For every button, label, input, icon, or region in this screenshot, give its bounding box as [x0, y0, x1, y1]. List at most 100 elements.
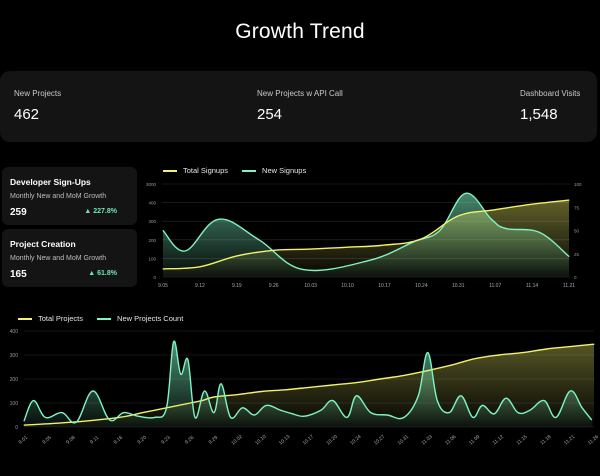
total-signups-point [420, 238, 422, 240]
legend-item[interactable]: New Signups [242, 166, 306, 175]
total-projects-point [498, 354, 500, 356]
total-signups-point [531, 203, 533, 205]
summary-stats-panel: New Projects 462 New Projects w API Call… [0, 71, 597, 142]
new-signups-point [302, 269, 304, 271]
new-projects-point [166, 407, 167, 409]
new-projects-point [123, 412, 125, 414]
page-title: Growth Trend [235, 20, 365, 43]
y-tick-label-left: 200 [148, 238, 156, 243]
new-projects-point [61, 412, 63, 414]
x-tick-label: 9.23 [160, 435, 171, 446]
new-projects-area [24, 341, 592, 427]
x-tick-label: 10.24 [349, 434, 363, 447]
legend-swatch [163, 169, 177, 172]
new-projects-point [173, 341, 175, 343]
new-projects-point [230, 416, 232, 418]
new-projects-point [493, 413, 495, 415]
new-projects-point [253, 414, 255, 416]
y-tick-label: 0 [15, 425, 18, 431]
y-tick-label-right: 25 [574, 252, 580, 257]
growth-badge: ▲ 227.8% [84, 208, 117, 215]
new-projects-point [356, 395, 357, 397]
x-tick-label: 9.26 [184, 435, 195, 446]
new-projects-point [460, 395, 462, 397]
new-signups-point [439, 230, 441, 231]
total-projects-point [189, 402, 191, 404]
new-signups-point [369, 259, 371, 261]
x-tick-label: 9.01 [18, 435, 29, 446]
new-projects-point [517, 412, 519, 414]
new-signups-point [568, 256, 570, 258]
x-tick-label: 9.16 [113, 435, 124, 446]
legend-item[interactable]: New Projects Count [97, 314, 183, 323]
x-tick-label: 10.02 [230, 434, 244, 447]
x-tick-label: 10.17 [378, 283, 391, 289]
new-projects-point [220, 383, 222, 385]
total-projects-point [71, 421, 72, 423]
stat-value: 1,548 [520, 106, 558, 123]
new-signups-point [538, 231, 540, 233]
total-projects-point [451, 364, 452, 366]
total-projects-point [356, 382, 357, 384]
new-projects-point [109, 419, 110, 421]
stat-new-projects-api: New Projects w API Call 254 [257, 89, 343, 123]
x-tick-label: 11.03 [421, 434, 434, 447]
total-signups-point [568, 199, 570, 201]
x-tick-label: 11.09 [468, 434, 481, 447]
new-projects-point [386, 414, 388, 416]
new-projects-point [23, 420, 25, 422]
card-title: Project Creation [10, 239, 76, 249]
new-projects-point [204, 390, 205, 392]
x-tick-label: 9.19 [232, 283, 242, 289]
y-tick-label-left: 400 [148, 201, 156, 206]
total-signups-point [162, 268, 164, 270]
new-projects-point [481, 404, 483, 406]
new-signups-point [465, 192, 467, 194]
total-signups-point [310, 248, 312, 250]
new-projects-point [543, 400, 545, 402]
x-tick-label: 10.24 [415, 283, 428, 289]
new-signups-point [258, 239, 260, 241]
total-signups-point [457, 215, 459, 217]
y-tick-label: 400 [10, 329, 19, 335]
x-tick-label: 9.20 [136, 435, 147, 446]
new-signups-point [217, 218, 219, 220]
new-projects-line [23, 340, 593, 424]
x-tick-label: 11.18 [539, 434, 552, 447]
card-title: Developer Sign-Ups [10, 177, 91, 187]
new-projects-point [505, 397, 507, 399]
new-projects-point [448, 412, 450, 414]
new-projects-point [555, 416, 557, 418]
new-projects-point [265, 404, 267, 406]
new-signups-point [505, 228, 507, 230]
new-projects-point [180, 373, 182, 375]
x-tick-label: 9.05 [158, 283, 168, 289]
total-projects-area [24, 344, 594, 427]
y-tick-label-left: 3000 [146, 182, 157, 187]
new-projects-point [581, 407, 583, 409]
legend-item[interactable]: Total Projects [18, 314, 83, 323]
total-projects-point [569, 346, 571, 348]
total-projects-point [379, 378, 381, 380]
new-signups-point [413, 241, 415, 243]
growth-badge: ▲ 61.8% [88, 270, 117, 277]
x-tick-label: 10.10 [341, 283, 354, 289]
total-projects-point [332, 384, 334, 386]
legend-item[interactable]: Total Signups [163, 166, 228, 175]
new-projects-point [436, 400, 438, 402]
y-tick-label: 100 [10, 401, 19, 407]
new-projects-point [154, 416, 156, 418]
new-signups-point [490, 218, 492, 220]
total-signups-point [347, 246, 349, 248]
total-projects-point [308, 386, 310, 388]
total-projects-point [237, 394, 239, 396]
new-projects-point [291, 413, 293, 415]
total-projects-point [213, 396, 215, 398]
total-projects-point [118, 416, 120, 418]
total-signups-point [236, 255, 238, 257]
total-projects-point [403, 374, 405, 376]
stat-value: 254 [257, 106, 283, 123]
x-tick-label: 10.10 [254, 434, 268, 447]
x-tick-label: 11.21 [563, 283, 575, 289]
new-projects-point [417, 395, 419, 397]
